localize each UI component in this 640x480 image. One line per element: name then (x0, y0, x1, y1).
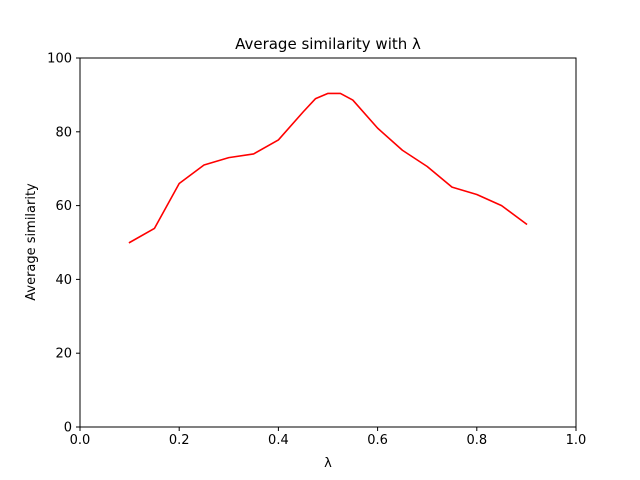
x-tick-label: 0.2 (169, 433, 190, 448)
y-tick-label: 100 (47, 52, 72, 67)
x-tick-label: 0.0 (70, 433, 91, 448)
y-tick-label: 40 (55, 273, 72, 288)
x-tick-label: 1.0 (566, 433, 587, 448)
y-axis-label: Average similarity (24, 183, 39, 301)
x-axis-label: λ (324, 456, 332, 471)
y-tick-label: 60 (55, 199, 72, 214)
x-tick-label: 0.6 (367, 433, 388, 448)
plot-area: 0.0 0.2 0.4 0.6 0.8 1.0 0 20 40 60 80 100 (47, 52, 586, 449)
y-tick-label: 0 (64, 421, 72, 436)
chart-title: Average similarity with λ (235, 35, 421, 53)
x-tick-label: 0.8 (466, 433, 487, 448)
x-tick-label: 0.4 (268, 433, 289, 448)
y-tick-label: 80 (55, 125, 72, 140)
y-tick-label: 20 (55, 347, 72, 362)
axes-frame (79, 57, 577, 428)
